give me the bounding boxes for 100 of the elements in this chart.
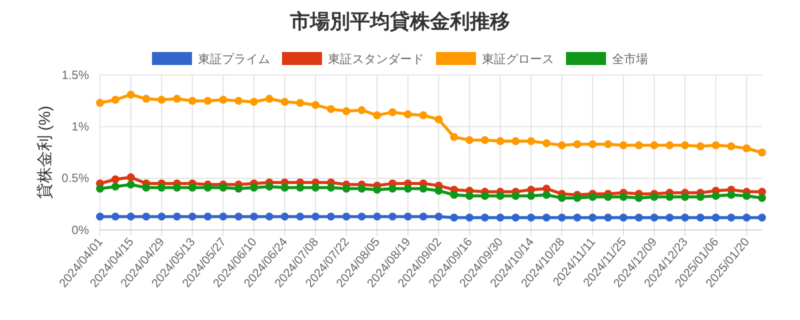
point [619, 214, 628, 222]
point [204, 184, 212, 192]
point [358, 212, 366, 221]
point [388, 212, 396, 221]
point [712, 192, 720, 200]
point [296, 212, 304, 221]
point [234, 212, 243, 221]
point [158, 212, 166, 221]
point [158, 96, 166, 104]
point [96, 212, 104, 221]
point [727, 214, 736, 222]
point [512, 214, 520, 222]
point [619, 192, 628, 201]
point [326, 212, 335, 221]
point [250, 212, 258, 221]
point [480, 192, 489, 200]
point [373, 111, 382, 120]
point [527, 214, 536, 222]
point [650, 214, 658, 222]
point [696, 142, 704, 150]
point [358, 106, 366, 114]
legend-label: 東証スタンダード [328, 52, 424, 66]
point [126, 173, 135, 182]
point [681, 214, 690, 222]
point [512, 137, 520, 146]
point [434, 186, 443, 195]
point [142, 94, 150, 103]
point [573, 214, 582, 222]
point [650, 192, 658, 201]
point [681, 141, 690, 150]
legend-label: 東証グロース [482, 52, 554, 66]
point [712, 214, 720, 222]
point [634, 194, 643, 202]
point [373, 212, 382, 221]
point [126, 212, 135, 221]
point [466, 214, 474, 222]
point [142, 184, 150, 192]
point [142, 212, 150, 221]
point [296, 98, 304, 107]
point [96, 184, 104, 193]
point [312, 212, 320, 221]
point [496, 192, 504, 200]
point [265, 182, 274, 191]
point [250, 98, 258, 106]
point [480, 136, 489, 144]
point [219, 96, 228, 104]
point [666, 141, 674, 150]
y-tick-label: 1% [72, 120, 90, 134]
point [280, 98, 289, 106]
point [712, 141, 720, 150]
point [542, 214, 550, 222]
point [126, 180, 135, 189]
point [172, 212, 181, 221]
point [542, 139, 550, 148]
y-axis-title: 貸株金利 (%) [36, 106, 54, 200]
point [450, 133, 458, 141]
point [681, 192, 690, 201]
point [188, 184, 196, 192]
point [326, 184, 335, 192]
point [158, 184, 166, 192]
point [342, 212, 350, 221]
point [758, 194, 766, 202]
point [466, 136, 474, 144]
point [558, 214, 566, 222]
y-tick-label: 0% [72, 222, 90, 237]
point [419, 111, 428, 120]
point [172, 94, 181, 103]
point [450, 214, 458, 222]
point [742, 144, 751, 152]
point [496, 137, 504, 146]
point [296, 184, 304, 192]
point [650, 141, 658, 150]
point [234, 96, 243, 105]
point [527, 192, 536, 200]
point [588, 192, 597, 201]
point [604, 214, 612, 222]
point [188, 212, 196, 221]
y-tick-label: 0.5% [62, 171, 90, 186]
point [219, 184, 228, 192]
point [542, 190, 550, 199]
point [111, 175, 120, 184]
point [280, 212, 289, 221]
point [588, 140, 597, 148]
point [573, 194, 582, 202]
point [619, 141, 628, 150]
y-tick-label: 1.5% [62, 68, 90, 82]
point [96, 98, 104, 107]
point [219, 212, 228, 221]
point [342, 184, 350, 193]
point [250, 184, 258, 192]
point [604, 140, 612, 148]
point [312, 184, 320, 192]
point [634, 141, 643, 150]
point [727, 190, 736, 199]
point [111, 182, 120, 191]
point [204, 96, 212, 105]
point [758, 214, 766, 222]
point [434, 115, 443, 124]
point [111, 96, 120, 104]
point [512, 192, 520, 200]
